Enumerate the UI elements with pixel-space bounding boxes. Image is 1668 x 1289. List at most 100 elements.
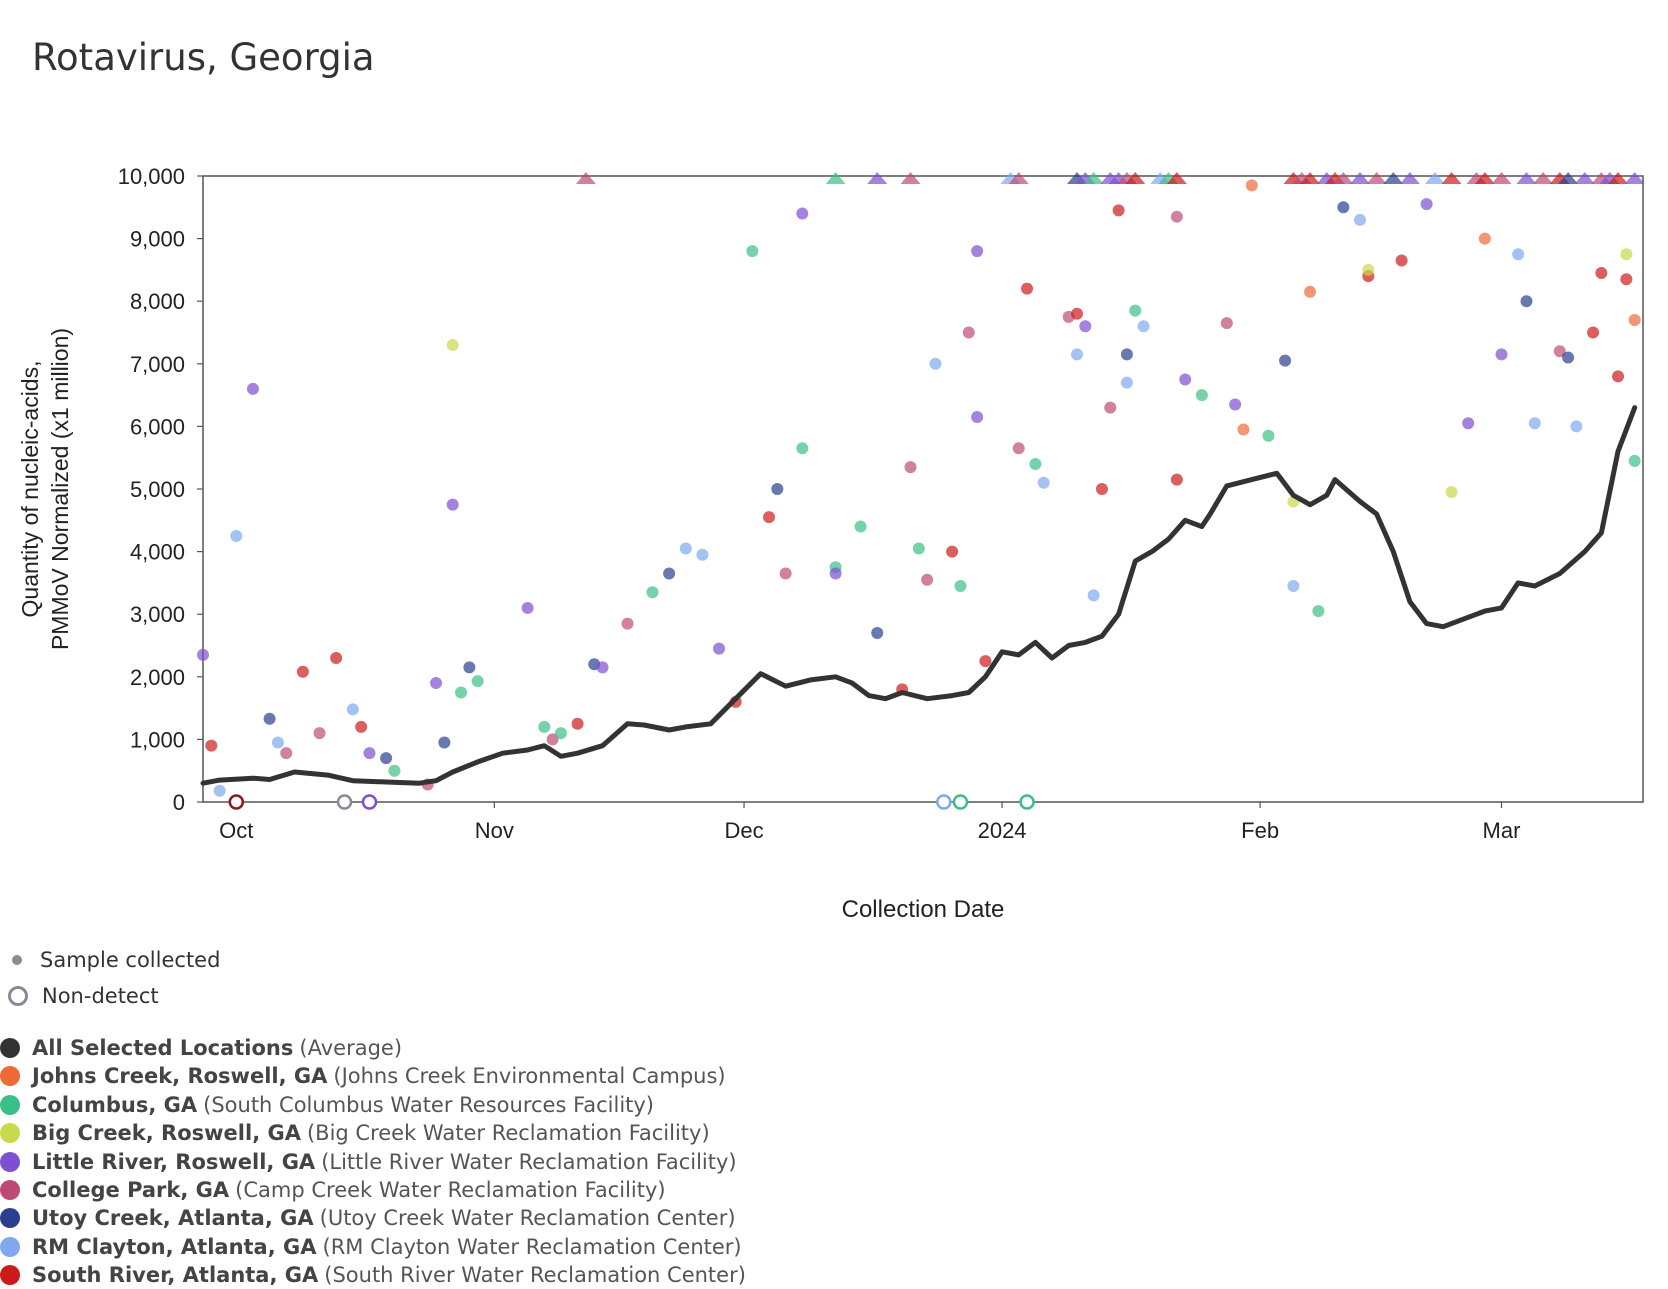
- y-tick-label: 5,000: [130, 477, 185, 502]
- legend-facility-name: (Little River Water Reclamation Facility…: [321, 1149, 737, 1174]
- y-axis-label-line: Quantity of nucleic-acids,: [17, 361, 43, 618]
- legend-swatch: [0, 1236, 20, 1257]
- sample-point: [1120, 376, 1133, 389]
- y-axis-label: Quantity of nucleic-acids, PMMoV Normaliz…: [17, 328, 73, 650]
- nondetect-marker: [936, 794, 952, 810]
- sample-point: [213, 784, 226, 797]
- y-tick-label: 4,000: [130, 540, 185, 565]
- legend-facility-name: (Utoy Creek Water Reclamation Center): [319, 1206, 736, 1231]
- legend-facility-name: (Camp Creek Water Reclamation Facility): [235, 1178, 666, 1202]
- legend-series-name: RM Clayton, Atlanta, GA: [32, 1234, 317, 1259]
- sample-point: [621, 617, 634, 630]
- sample-point: [1553, 345, 1566, 358]
- sample-point: [1495, 348, 1508, 361]
- sample-point: [1528, 417, 1541, 430]
- sample-point: [1229, 398, 1242, 411]
- sample-point: [197, 648, 209, 661]
- sample-point: [571, 717, 584, 730]
- sample-point: [355, 720, 368, 733]
- sample-point: [1170, 210, 1183, 223]
- plot-frame: [202, 175, 1644, 803]
- sample-point: [646, 586, 659, 599]
- overflow-marker: [575, 172, 596, 184]
- sample-point: [796, 442, 809, 455]
- sample-point: [554, 727, 567, 740]
- legend-item[interactable]: Johns Creek, Roswell, GA (Johns Creek Env…: [0, 1062, 726, 1090]
- sample-point: [296, 665, 309, 678]
- overflow-marker: [1533, 172, 1554, 184]
- legend-nondetect[interactable]: Non-detect: [8, 984, 159, 1008]
- legend-item[interactable]: All Selected Locations (Average): [0, 1034, 402, 1062]
- nondetect-marker: [1019, 794, 1035, 810]
- sample-point: [263, 712, 276, 725]
- legend-item[interactable]: Utoy Creek, Atlanta, GA (Utoy Creek Water…: [0, 1204, 736, 1232]
- sample-point: [763, 511, 776, 524]
- sample-point: [446, 498, 459, 511]
- legend-facility-name: (Average): [299, 1036, 403, 1060]
- legend-item[interactable]: College Park, GA (Camp Creek Water Reclam…: [0, 1176, 666, 1204]
- overflow-marker: [1083, 172, 1104, 184]
- nondetect-marker: [361, 794, 378, 810]
- y-axis-label-line: PMMoV Normalized (x1 million): [47, 328, 73, 650]
- sample-point: [363, 747, 376, 760]
- overflow-marker: [825, 172, 846, 184]
- sample-point: [1037, 476, 1050, 489]
- sample-point: [1512, 248, 1525, 261]
- x-tick-label: Mar: [1483, 818, 1521, 843]
- legend-series-name: College Park, GA: [32, 1178, 230, 1202]
- overflow-marker: [1399, 172, 1420, 184]
- x-tick-label: Nov: [475, 818, 514, 843]
- sample-point: [696, 548, 709, 561]
- sample-point: [346, 703, 359, 716]
- sample-point: [438, 736, 451, 749]
- legend-facility-name: (RM Clayton Water Reclamation Center): [322, 1234, 742, 1259]
- legend-swatch: [0, 1208, 20, 1229]
- sample-point: [663, 567, 676, 580]
- sample-point: [713, 642, 726, 655]
- sample-point: [771, 483, 784, 495]
- overflow-marker: [1166, 172, 1187, 184]
- sample-point: [205, 739, 218, 752]
- sample-point: [1304, 285, 1317, 298]
- sample-point: [455, 686, 468, 699]
- legend-item[interactable]: Big Creek, Roswell, GA (Big Creek Water R…: [0, 1119, 710, 1147]
- sample-point: [1070, 348, 1083, 361]
- sample-point: [1287, 580, 1300, 593]
- sample-point: [746, 245, 759, 258]
- sample-point: [246, 382, 259, 395]
- legend-item[interactable]: Little River, Roswell, GA (Little River W…: [0, 1148, 737, 1176]
- legend-series-name: Columbus, GA: [32, 1092, 198, 1117]
- sample-point: [388, 764, 401, 777]
- y-tick-label: 7,000: [130, 352, 185, 377]
- x-axis-label: Collection Date: [842, 896, 1005, 923]
- sample-point: [1029, 457, 1042, 470]
- sample-point: [1395, 254, 1408, 267]
- sample-point: [471, 675, 484, 688]
- sample-point: [1337, 201, 1350, 214]
- sample-point: [1570, 420, 1583, 433]
- legend-item[interactable]: South River, Atlanta, GA (South River Wat…: [0, 1261, 746, 1289]
- sample-point: [230, 529, 243, 542]
- sample-point: [1445, 486, 1458, 499]
- sample-point: [1237, 423, 1250, 436]
- sample-point: [1562, 351, 1575, 364]
- sample-point: [1137, 320, 1150, 333]
- legend-item[interactable]: RM Clayton, Atlanta, GA (RM Clayton Water…: [0, 1233, 742, 1261]
- y-tick-label: 10,000: [118, 164, 185, 189]
- overflow-marker: [1349, 172, 1370, 184]
- legend-swatch: [0, 1265, 20, 1286]
- x-tick-label: Dec: [724, 818, 763, 843]
- nondetect-marker: [228, 794, 245, 810]
- sample-point: [1612, 370, 1625, 383]
- legend-swatch: [0, 1123, 20, 1144]
- y-tick-label: 6,000: [130, 414, 185, 439]
- sample-point: [962, 326, 975, 339]
- sample-point: [679, 542, 692, 555]
- sample-point: [796, 207, 809, 220]
- sample-point: [1620, 248, 1633, 261]
- legend-item[interactable]: Columbus, GA (South Columbus Water Resour…: [0, 1091, 654, 1119]
- legend-sample-collected[interactable]: Sample collected: [10, 948, 220, 972]
- sample-point: [330, 652, 343, 665]
- x-tick-label: Feb: [1241, 818, 1279, 843]
